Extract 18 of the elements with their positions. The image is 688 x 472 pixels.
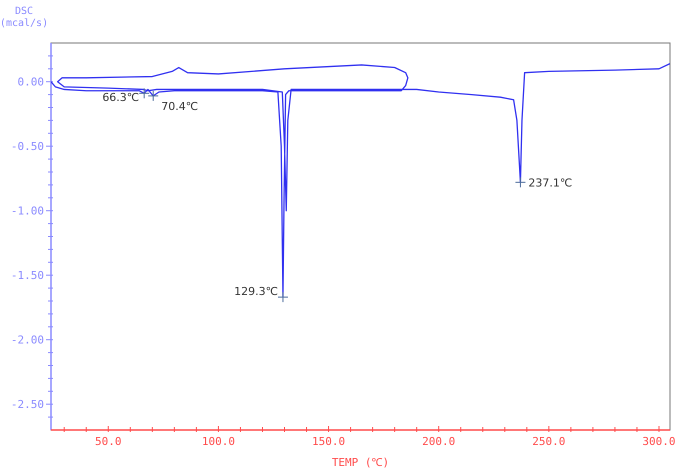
y-tick-label: -2.00 <box>10 334 44 347</box>
annotation: 66.3℃ <box>102 91 140 104</box>
x-axis-title: TEMP (℃) <box>332 456 390 469</box>
x-tick-label: 200.0 <box>422 435 456 448</box>
y-tick-label: -2.50 <box>10 398 44 412</box>
x-tick-label: 100.0 <box>202 435 235 448</box>
annotation: 129.3℃ <box>234 285 278 298</box>
y-tick-label: 0.00 <box>18 76 44 89</box>
x-tick-label: 300.0 <box>642 435 676 448</box>
y-tick-label: -0.50 <box>10 140 44 154</box>
y-axis-title: DSC (mcal/s) <box>0 6 48 29</box>
x-tick-label: 150.0 <box>312 435 346 448</box>
x-tick-label: 50.0 <box>95 435 122 448</box>
y-tick-label: -1.00 <box>10 204 44 218</box>
y-tick-label: -1.50 <box>10 269 44 282</box>
x-tick-label: 250.0 <box>532 435 566 448</box>
annotation: 237.1℃ <box>528 176 572 190</box>
annotation: 70.4℃ <box>161 100 198 113</box>
